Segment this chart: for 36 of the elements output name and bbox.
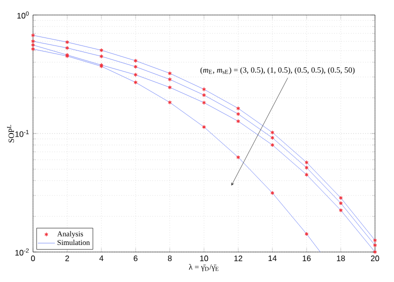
point bbox=[65, 46, 70, 50]
point bbox=[134, 72, 138, 77]
point bbox=[338, 208, 343, 212]
point bbox=[168, 71, 172, 76]
point bbox=[99, 48, 104, 52]
point bbox=[134, 64, 138, 69]
point bbox=[31, 39, 35, 44]
point bbox=[270, 130, 274, 135]
point bbox=[99, 54, 104, 59]
point bbox=[31, 42, 35, 48]
point bbox=[270, 142, 274, 148]
point bbox=[338, 201, 343, 206]
point bbox=[202, 100, 206, 105]
point bbox=[202, 92, 206, 98]
point bbox=[168, 100, 172, 105]
point bbox=[304, 165, 309, 170]
point bbox=[134, 80, 138, 85]
point bbox=[373, 250, 377, 254]
point bbox=[236, 119, 240, 124]
point bbox=[236, 155, 240, 160]
point bbox=[168, 85, 172, 90]
point bbox=[236, 106, 240, 111]
point bbox=[270, 190, 274, 196]
point bbox=[270, 136, 274, 140]
point bbox=[304, 160, 309, 165]
point bbox=[168, 77, 172, 82]
point bbox=[65, 40, 70, 44]
point bbox=[202, 124, 206, 130]
point bbox=[202, 87, 206, 92]
point bbox=[31, 46, 35, 52]
point bbox=[304, 232, 309, 236]
point bbox=[304, 172, 309, 177]
point bbox=[338, 196, 343, 200]
point bbox=[134, 58, 138, 63]
point bbox=[236, 112, 240, 116]
point bbox=[31, 33, 35, 38]
